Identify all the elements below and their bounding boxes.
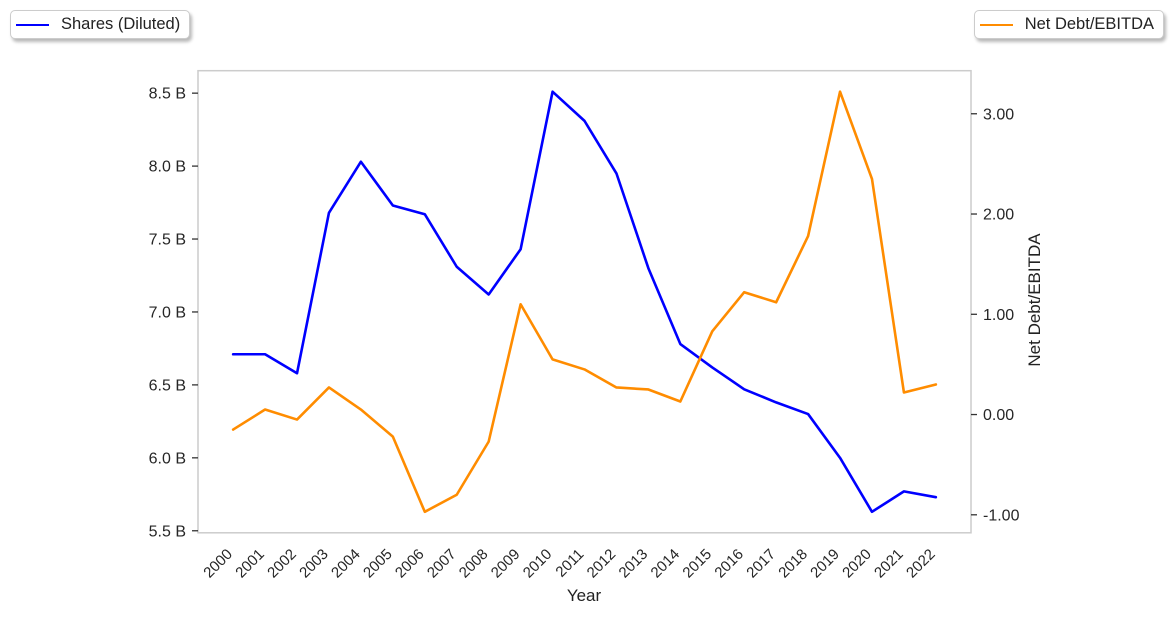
svg-text:-1.00: -1.00 — [983, 507, 1020, 524]
svg-text:3.00: 3.00 — [983, 106, 1014, 123]
svg-text:5.5 B: 5.5 B — [149, 523, 186, 540]
svg-text:6.5 B: 6.5 B — [149, 377, 186, 394]
svg-text:Net Debt/EBITDA: Net Debt/EBITDA — [1025, 233, 1044, 367]
svg-text:Year: Year — [567, 586, 602, 605]
svg-text:7.0 B: 7.0 B — [149, 304, 186, 321]
svg-text:6.0 B: 6.0 B — [149, 450, 186, 467]
svg-text:1.00: 1.00 — [983, 307, 1014, 324]
svg-text:2.00: 2.00 — [983, 207, 1014, 224]
svg-text:8.5 B: 8.5 B — [149, 86, 186, 103]
svg-text:7.5 B: 7.5 B — [149, 232, 186, 249]
svg-text:0.00: 0.00 — [983, 407, 1014, 424]
svg-text:8.0 B: 8.0 B — [149, 159, 186, 176]
